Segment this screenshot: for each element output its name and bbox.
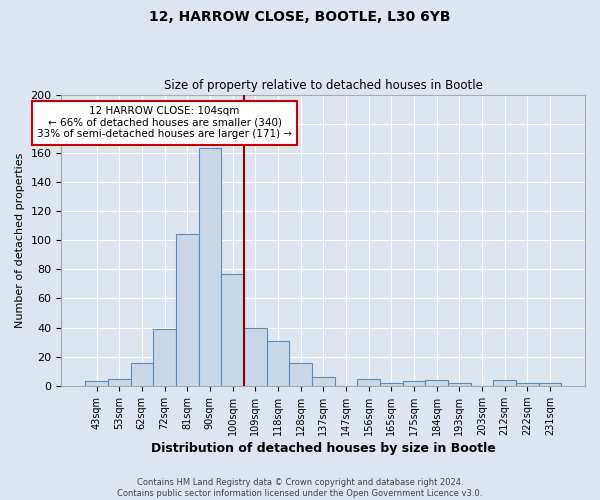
Bar — [108, 378, 131, 386]
Bar — [380, 383, 403, 386]
Bar — [493, 380, 516, 386]
Bar — [289, 362, 312, 386]
Bar — [403, 382, 425, 386]
Bar — [448, 383, 470, 386]
Y-axis label: Number of detached properties: Number of detached properties — [15, 152, 25, 328]
Text: 12 HARROW CLOSE: 104sqm
← 66% of detached houses are smaller (340)
33% of semi-d: 12 HARROW CLOSE: 104sqm ← 66% of detache… — [37, 106, 292, 140]
Bar — [244, 328, 266, 386]
Text: Contains HM Land Registry data © Crown copyright and database right 2024.
Contai: Contains HM Land Registry data © Crown c… — [118, 478, 482, 498]
Bar — [221, 274, 244, 386]
Bar — [131, 362, 153, 386]
Bar — [539, 383, 561, 386]
Bar — [312, 377, 335, 386]
Text: 12, HARROW CLOSE, BOOTLE, L30 6YB: 12, HARROW CLOSE, BOOTLE, L30 6YB — [149, 10, 451, 24]
Title: Size of property relative to detached houses in Bootle: Size of property relative to detached ho… — [164, 79, 482, 92]
Bar — [357, 378, 380, 386]
Bar — [425, 380, 448, 386]
Bar — [266, 340, 289, 386]
X-axis label: Distribution of detached houses by size in Bootle: Distribution of detached houses by size … — [151, 442, 496, 455]
Bar — [199, 148, 221, 386]
Bar — [85, 382, 108, 386]
Bar — [176, 234, 199, 386]
Bar — [516, 383, 539, 386]
Bar — [153, 329, 176, 386]
